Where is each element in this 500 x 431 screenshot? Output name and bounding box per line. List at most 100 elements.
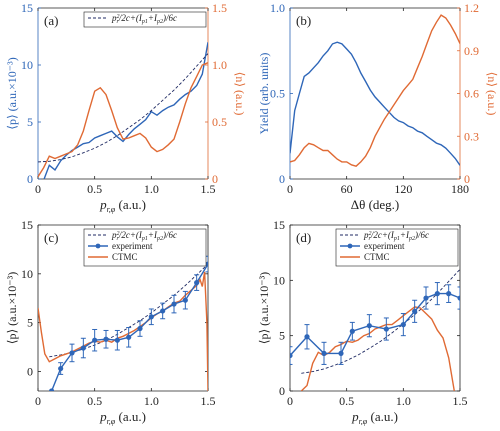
legend: p2 r/2c+(Ip1+Ip2)/6c (83, 11, 207, 28)
panel-d: 0 0.5 1.0 1.5 0 5 10 15 pr,φ (a.u.) ⟨p⟩ (a.u.×10⁻… (257, 218, 468, 426)
series-line-blue (43, 42, 208, 179)
data-point (321, 350, 327, 356)
x-tick-label: 120 (394, 182, 412, 196)
x-axis-label: pr,φ (a.u.) (99, 409, 146, 426)
y-tick-label-left: 0 (279, 384, 285, 398)
y-tick-label-left: 15 (21, 218, 33, 232)
data-point (182, 297, 188, 303)
legend-label-experiment: experiment (364, 241, 405, 251)
data-point (194, 280, 200, 286)
data-point (338, 350, 344, 356)
y-tick-label-right: 1.2 (464, 1, 479, 15)
y-tick-label-left: 0.5 (270, 87, 285, 101)
legend-swatch-marker (95, 243, 101, 249)
x-tick-label: 0 (35, 394, 41, 408)
y-axis-label-right: ⟨n⟩ (a.u.) (233, 72, 247, 116)
y-tick-label-left: 10 (21, 58, 33, 72)
x-tick-label: 1.5 (201, 182, 216, 196)
series-line-blue (290, 41, 460, 166)
x-tick-label: 0.5 (339, 394, 354, 408)
data-point (290, 352, 293, 359)
panel-c: 0 0.5 1.0 1.5 0 5 10 15 pr,φ (a.u.) ⟨p⟩ (a.u.×10⁻… (5, 218, 216, 426)
y-tick-label-left: 15 (273, 218, 285, 232)
data-point (160, 308, 166, 314)
series-line-fit (301, 268, 460, 374)
x-tick-label: 1.0 (144, 182, 159, 196)
x-tick-label: 1.0 (396, 394, 411, 408)
y-axis-label-left: ⟨p⟩ (a.u.×10⁻³) (5, 272, 19, 344)
data-point (434, 291, 440, 297)
y-tick-label-left: 0 (27, 172, 33, 186)
y-tick-label-right: 0.3 (464, 129, 479, 143)
data-point (171, 301, 177, 307)
plot-area (290, 268, 460, 391)
y-axis-label-left: ⟨p⟩ (a.u.×10⁻³) (5, 57, 19, 129)
data-point (446, 291, 452, 297)
legend-formula: p2 r/2c+(Ip1+Ip2)/6c (111, 230, 177, 242)
y-tick-label-left: 1.0 (270, 1, 285, 15)
series-line-ctmc (38, 271, 208, 391)
data-point (400, 322, 406, 328)
data-point (423, 295, 429, 301)
series-line-fit (38, 53, 208, 163)
data-point (137, 325, 143, 332)
data-point (457, 295, 460, 301)
data-point (148, 314, 154, 320)
plot-area (38, 255, 208, 391)
y-tick-label-left: 5 (27, 316, 33, 330)
x-tick-label: 0.5 (87, 394, 102, 408)
y-tick-label-left: 10 (21, 267, 33, 281)
y-tick-label-left: 15 (21, 1, 33, 15)
y-tick-label-right: 0 (212, 172, 218, 186)
x-tick-label: 1.5 (453, 394, 468, 408)
legend-formula: p2 r/2c+(Ip1+Ip2)/6c (363, 230, 429, 242)
y-axis-label-left: ⟨p⟩ (a.u.×10⁻³) (257, 272, 271, 344)
x-tick-label: 60 (341, 182, 353, 196)
y-tick-label-left: 5 (27, 115, 33, 129)
x-axis-label: pr,φ (a.u.) (351, 409, 398, 426)
panel-label: (d) (296, 230, 311, 245)
legend-label-ctmc: CTMC (364, 252, 390, 262)
y-tick-label-right: 1.0 (212, 58, 227, 72)
data-point (80, 345, 86, 351)
data-point (349, 328, 355, 334)
data-point (304, 334, 310, 340)
x-axis-label: Δθ (deg.) (351, 197, 400, 212)
legend-box (83, 11, 207, 28)
y-axis-label-right: ⟨n⟩ (a.u.) (485, 72, 499, 116)
x-tick-label: 0 (287, 394, 293, 408)
data-point (58, 365, 64, 372)
y-tick-label-left: 0 (27, 364, 33, 378)
x-tick-label: 0 (35, 182, 41, 196)
legend-label-experiment: experiment (112, 241, 153, 251)
data-point (49, 388, 55, 391)
panel-label: (a) (44, 13, 58, 28)
y-tick-label-right: 0.5 (212, 115, 227, 129)
y-axis-label-left: Yield (arb. units) (257, 53, 271, 135)
series-line-ctmc (290, 14, 460, 167)
x-tick-label: 0.5 (87, 182, 102, 196)
data-point (366, 323, 372, 329)
legend-swatch-marker (347, 243, 353, 249)
y-tick-label-left: 5 (279, 329, 285, 343)
data-point (126, 334, 132, 340)
series-line-ctmc (38, 62, 208, 178)
plot-area (290, 14, 460, 167)
y-tick-label-right: 1.5 (212, 1, 227, 15)
panel-label: (c) (44, 230, 58, 245)
x-tick-label: 0 (287, 182, 293, 196)
legend-label-ctmc: CTMC (112, 252, 138, 262)
y-tick-label-right: 0.6 (464, 87, 479, 101)
legend-formula: p2 r/2c+(Ip1+Ip2)/6c (111, 13, 177, 25)
y-tick-label-right: 0.9 (464, 44, 479, 58)
x-axis-label: pr,φ (a.u.) (99, 197, 146, 214)
data-point (383, 326, 389, 332)
data-point (103, 336, 109, 342)
x-tick-label: 1.0 (144, 394, 159, 408)
y-tick-label-left: 0 (279, 172, 285, 186)
